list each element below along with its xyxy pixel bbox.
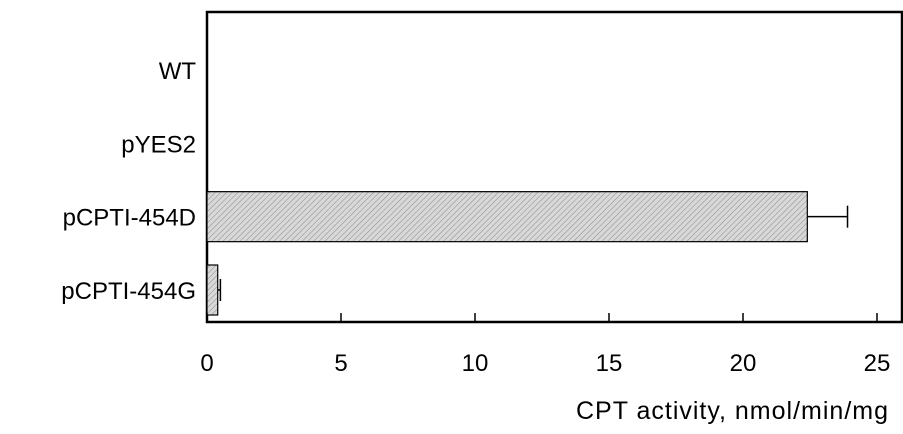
category-labels: WT pYES2 pCPTI-454D pCPTI-454G bbox=[61, 58, 196, 305]
category-label-wt: WT bbox=[159, 58, 197, 85]
category-label-pcpti-454g: pCPTI-454G bbox=[61, 278, 196, 305]
x-tick-label-15: 15 bbox=[596, 350, 623, 377]
category-label-pcpti-454d: pCPTI-454D bbox=[63, 205, 196, 232]
x-tick-label-10: 10 bbox=[462, 350, 489, 377]
bar-pcpti-454g bbox=[206, 264, 219, 316]
x-axis-title: CPT activity, nmol/min/mg bbox=[576, 397, 889, 425]
plot-frame bbox=[205, 10, 903, 324]
x-tick-label-0: 0 bbox=[200, 350, 213, 377]
x-tick-label-25: 25 bbox=[864, 350, 891, 377]
error-bars bbox=[217, 205, 849, 301]
x-tick-labels: 0 5 10 15 20 25 bbox=[200, 350, 890, 377]
bar-pcpti-454d bbox=[206, 191, 808, 243]
x-tick-label-20: 20 bbox=[730, 350, 757, 377]
x-ticks bbox=[206, 313, 878, 322]
x-tick-label-5: 5 bbox=[334, 350, 347, 377]
category-label-pyes2: pYES2 bbox=[121, 131, 196, 158]
bars bbox=[206, 191, 808, 316]
